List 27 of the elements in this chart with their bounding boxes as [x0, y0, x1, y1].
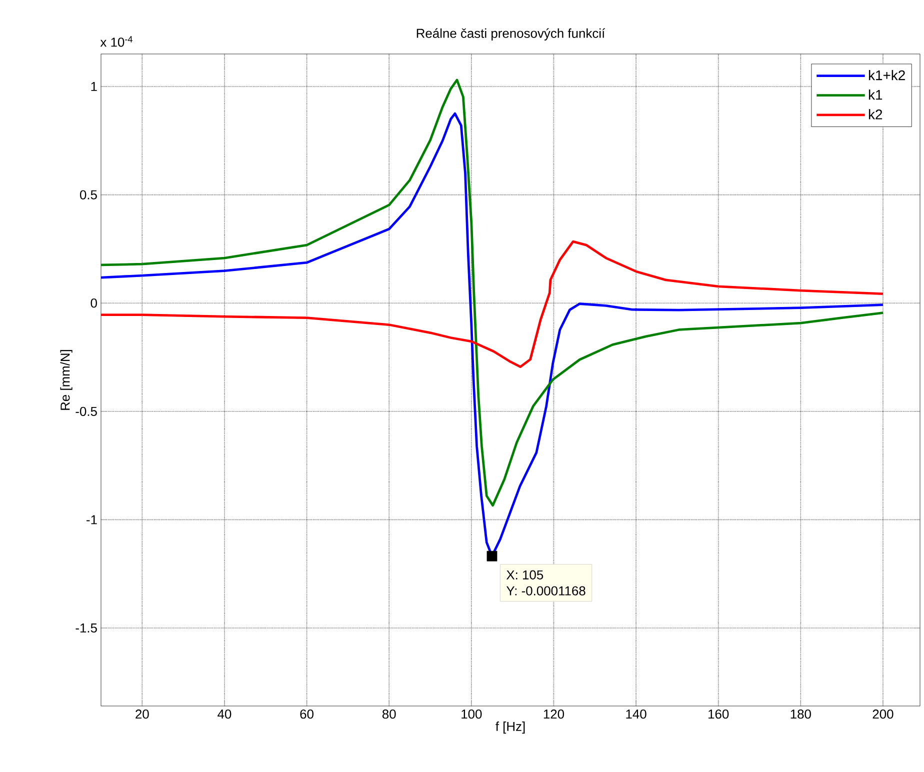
x-tick-label: 100 [462, 710, 482, 719]
x-tick-label: 180 [790, 710, 811, 719]
chart-title: Reálne časti prenosových funkcií [416, 28, 606, 40]
y-tick-label: -1 [86, 515, 97, 524]
y-tick-label: 0.5 [80, 190, 97, 200]
y-tick-label: 1 [91, 82, 97, 91]
line-series [100, 240, 884, 368]
legend-label: k2 [868, 109, 882, 120]
line-series [100, 78, 884, 507]
x-axis-title: f [Hz] [496, 722, 525, 734]
annotation: X: 105 [506, 570, 544, 580]
x-tick-label: 140 [626, 710, 646, 719]
y-tick-label: -1.5 [76, 624, 97, 633]
annotation: Y: -0.0001168 [506, 586, 586, 596]
y-axis-title: Re [mm/N] [60, 350, 72, 410]
y-tick-label: 0 [90, 298, 97, 308]
text: x 10$^{-4}$ [100, 36, 132, 47]
y-tick-label: -0.5 [76, 406, 97, 416]
x-tick-label: 20 [136, 710, 149, 719]
x-tick-label: 160 [708, 710, 729, 719]
x-tick-label: 60 [300, 710, 314, 719]
x-tick-label: 200 [872, 710, 894, 719]
x-tick-label: 40 [218, 710, 232, 719]
x-tick-label: 120 [544, 710, 564, 719]
legend-label: k1 [868, 90, 882, 100]
x-tick-label: 80 [382, 710, 396, 719]
legend-label: k1+k2 [868, 70, 905, 80]
